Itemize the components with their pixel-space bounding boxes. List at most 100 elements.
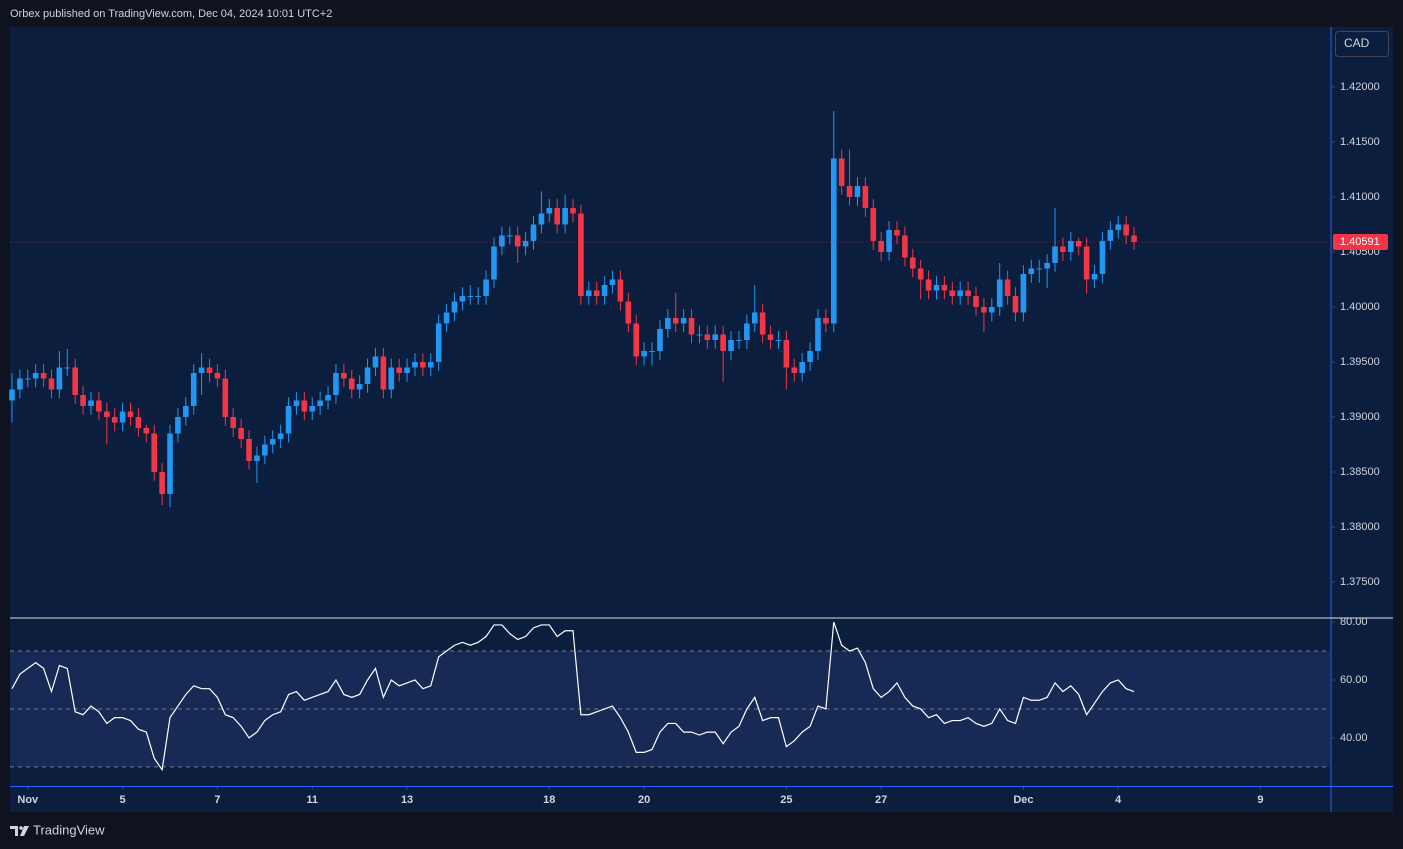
y-tick-label: 1.38000 [1340,521,1380,533]
last-price-label: 1.40591 [1340,236,1380,248]
candle-body [1115,224,1122,230]
time-axis-area [10,787,1330,812]
candle-body [846,185,853,197]
candle-body [815,317,821,351]
candle-body [909,257,916,269]
candle-body [514,235,521,247]
candle-body [483,279,489,296]
candle-body [751,312,758,324]
plot-layer: 1.37500 1.38000 1.38500 1.39000 1.39500 1.400… [9,81,1388,806]
header-text: Orbex published on TradingView.com, Dec … [10,8,332,20]
candle-body [475,295,481,297]
candle-body [309,405,316,412]
x-tick-label: 7 [214,794,220,806]
currency-box[interactable] [1335,31,1389,57]
candle-body [317,400,323,406]
candle-body [254,455,260,462]
candle-body [24,378,31,380]
y-tick-label: 1.39000 [1340,411,1380,423]
candle-body [285,405,292,434]
candle-body [1020,273,1027,313]
candle-body [380,356,387,390]
x-tick-label: 9 [1257,794,1263,806]
candle-body [230,416,237,428]
x-tick-label: 13 [401,794,413,806]
candle-body [736,339,742,341]
candle-body [601,284,608,296]
candle-body [562,207,568,225]
candle-body [1004,279,1011,296]
candle-body [862,185,869,208]
candle-body [206,367,213,373]
candle-body [111,416,118,423]
candle-body [917,268,924,280]
candle-body [759,312,766,335]
candle-body [933,284,940,291]
y-tick-label: 60.00 [1340,674,1368,686]
candle-body [404,367,410,373]
candle-body [894,229,900,236]
candle-body [333,372,339,395]
currency-label[interactable]: CAD [1344,36,1370,50]
candle-body [269,438,276,445]
candle-body [649,350,655,352]
candle-body [696,334,703,336]
candle-body [546,207,553,214]
x-tick-label: Dec [1013,794,1033,806]
candle-body [1068,240,1074,252]
candle-body [799,361,805,373]
candle-body [783,339,790,368]
candle-body [593,290,600,296]
candle-body [64,367,71,369]
candle-body [728,339,734,351]
candle-body [1052,246,1058,263]
candle-body [72,367,78,395]
candle-body [744,323,750,340]
candle-body [1060,246,1066,252]
candle-body [665,317,671,329]
candle-body [183,405,189,417]
candle-body [672,317,679,324]
x-tick-label: 11 [306,794,318,806]
candle-body [396,367,402,373]
candle-body [1091,273,1098,280]
y-tick-label: 80.00 [1340,616,1368,628]
y-tick-label: 40.00 [1340,732,1368,744]
candle-body [538,213,545,225]
candle-body [1044,262,1050,269]
candle-body [902,235,908,258]
candle-body [870,207,877,241]
candle-body [48,378,55,390]
candle-body [941,284,948,291]
candle-body [56,367,63,390]
candle-body [9,389,15,401]
candle-body [1131,235,1137,242]
candle-body [388,367,395,390]
candle-body [293,400,300,406]
candle-body [372,356,379,368]
candle-body [459,295,466,302]
candle-body [886,229,892,252]
candle-body [435,323,442,362]
candle-body [1083,246,1090,280]
y-tick-label: 1.40000 [1340,301,1380,313]
candle-body [427,361,434,368]
candle-body [348,378,355,390]
candle-body [325,394,331,401]
candle-body [356,383,363,390]
candle-body [246,438,252,462]
y-tick-label: 1.42000 [1340,81,1380,93]
candle-body [633,323,640,357]
x-tick-label: 25 [780,794,792,806]
x-tick-label: 5 [120,794,126,806]
candle-body [364,367,371,384]
candle-body [1028,268,1035,274]
price-axis-area [1331,27,1393,812]
candle-body [854,185,861,197]
candle-body [712,334,719,340]
candle-body [175,416,181,434]
last-price-tag [1333,233,1388,250]
candle-body [151,433,158,473]
candle-body [641,350,647,357]
rsi-line [11,621,1135,772]
